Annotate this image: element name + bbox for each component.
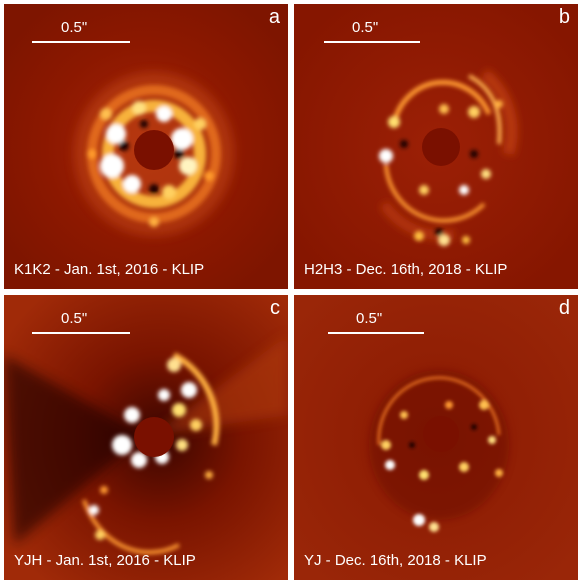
panel-d-scale-bar — [328, 332, 424, 334]
panel-c: c 0.5" YJH - Jan. 1st, 2016 - KLIP — [4, 295, 288, 580]
panel-a-scale-label: 0.5" — [61, 19, 88, 36]
panel-c-image — [4, 295, 288, 580]
panel-c-letter: c — [270, 297, 280, 319]
panel-b-letter: b — [558, 6, 570, 28]
panel-c-scale-label: 0.5" — [61, 310, 88, 327]
panel-c-scale-bar — [32, 332, 130, 334]
panel-b: b 0.5" H2H3 - Dec. 16th, 2018 - KLIP — [294, 4, 578, 289]
panel-a-scale-bar — [32, 41, 130, 43]
panel-d-letter: d — [558, 297, 570, 319]
panel-a-image — [4, 4, 288, 289]
panel-d-scale-label: 0.5" — [356, 310, 383, 327]
panel-a: a 0.5" K1K2 - Jan. 1st, 2016 - KLIP — [4, 4, 288, 289]
panel-d-image — [294, 295, 578, 580]
panel-a-caption: K1K2 - Jan. 1st, 2016 - KLIP — [14, 261, 205, 278]
panel-c-caption: YJH - Jan. 1st, 2016 - KLIP — [14, 552, 196, 569]
panel-d: d 0.5" YJ - Dec. 16th, 2018 - KLIP — [294, 295, 578, 580]
panel-b-image — [294, 4, 578, 289]
panel-a-letter: a — [268, 6, 280, 28]
panel-b-scale-label: 0.5" — [352, 19, 379, 36]
image-grid: a 0.5" K1K2 - Jan. 1st, 2016 - KLIP — [4, 4, 578, 580]
panel-b-caption: H2H3 - Dec. 16th, 2018 - KLIP — [304, 261, 508, 278]
panel-b-scale-bar — [324, 41, 420, 43]
panel-d-caption: YJ - Dec. 16th, 2018 - KLIP — [304, 552, 487, 569]
